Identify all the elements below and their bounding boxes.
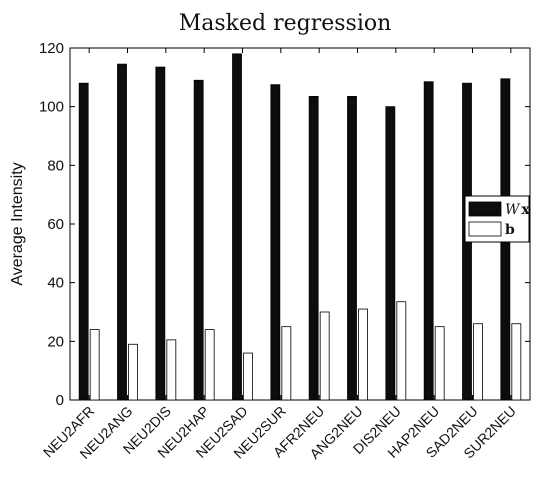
bar-wx-hap2neu [423, 81, 434, 401]
bar-b-neu2afr [89, 329, 100, 401]
bar-b-neu2ang [128, 343, 138, 401]
y-tick-label: 80 [47, 157, 64, 174]
bar-wx-ang2neu [347, 96, 357, 401]
y-tick-label: 20 [47, 333, 64, 350]
legend-swatch-b [468, 221, 502, 237]
bar-b-hap2neu [434, 326, 445, 401]
y-tick-label: 60 [47, 216, 64, 233]
bar-wx-dis2neu [385, 106, 396, 401]
y-axis: 0 20 40 60 80 100 120 [39, 40, 530, 409]
bar-wx-neu2ang [117, 63, 127, 401]
bar-b-dis2neu [396, 301, 407, 401]
bar-wx-neu2afr [78, 82, 89, 401]
bar-wx-neu2hap [193, 79, 204, 401]
bar-b-afr2neu [319, 311, 330, 401]
y-tick-label: 100 [39, 99, 64, 116]
y-axis-label: Average Intensity [9, 162, 26, 285]
y-tick-label: 40 [47, 275, 64, 292]
bars-group [78, 53, 522, 401]
bar-b-sad2neu [473, 323, 483, 401]
bar-wx-neu2sad [232, 53, 242, 401]
bar-b-neu2dis [166, 339, 177, 401]
y-tick-label: 0 [56, 392, 64, 409]
legend-swatch-wx [468, 201, 502, 217]
bar-b-neu2sur [281, 326, 292, 401]
legend-label-b: b [505, 222, 515, 238]
chart-title: Masked regression [179, 11, 392, 36]
bar-b-neu2sad [243, 352, 253, 401]
bar-b-ang2neu [358, 308, 368, 401]
bar-wx-neu2dis [155, 66, 166, 401]
plot-frame [69, 47, 531, 401]
bar-wx-afr2neu [308, 96, 319, 401]
y-tick-label: 120 [39, 40, 64, 57]
bar-b-neu2hap [204, 329, 215, 401]
bar-b-sur2neu [511, 323, 522, 401]
bar-wx-neu2sur [270, 84, 281, 401]
